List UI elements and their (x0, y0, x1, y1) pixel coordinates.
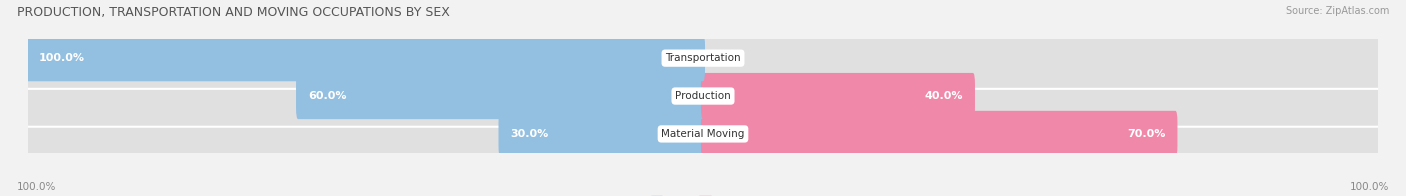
Text: Source: ZipAtlas.com: Source: ZipAtlas.com (1285, 6, 1389, 16)
FancyBboxPatch shape (297, 73, 704, 119)
Text: 100.0%: 100.0% (17, 182, 56, 192)
Text: Transportation: Transportation (665, 53, 741, 63)
Text: 40.0%: 40.0% (924, 91, 963, 101)
Text: 60.0%: 60.0% (308, 91, 347, 101)
Text: 30.0%: 30.0% (510, 129, 548, 139)
FancyBboxPatch shape (25, 103, 1381, 165)
Text: Production: Production (675, 91, 731, 101)
FancyBboxPatch shape (499, 111, 704, 157)
FancyBboxPatch shape (27, 35, 704, 81)
Text: 100.0%: 100.0% (38, 53, 84, 63)
FancyBboxPatch shape (25, 65, 1381, 127)
FancyBboxPatch shape (25, 27, 1381, 89)
Text: 0.0%: 0.0% (710, 53, 738, 63)
FancyBboxPatch shape (702, 111, 1177, 157)
Text: PRODUCTION, TRANSPORTATION AND MOVING OCCUPATIONS BY SEX: PRODUCTION, TRANSPORTATION AND MOVING OC… (17, 6, 450, 19)
Text: Material Moving: Material Moving (661, 129, 745, 139)
Text: 100.0%: 100.0% (1350, 182, 1389, 192)
Text: 70.0%: 70.0% (1128, 129, 1166, 139)
FancyBboxPatch shape (702, 73, 974, 119)
